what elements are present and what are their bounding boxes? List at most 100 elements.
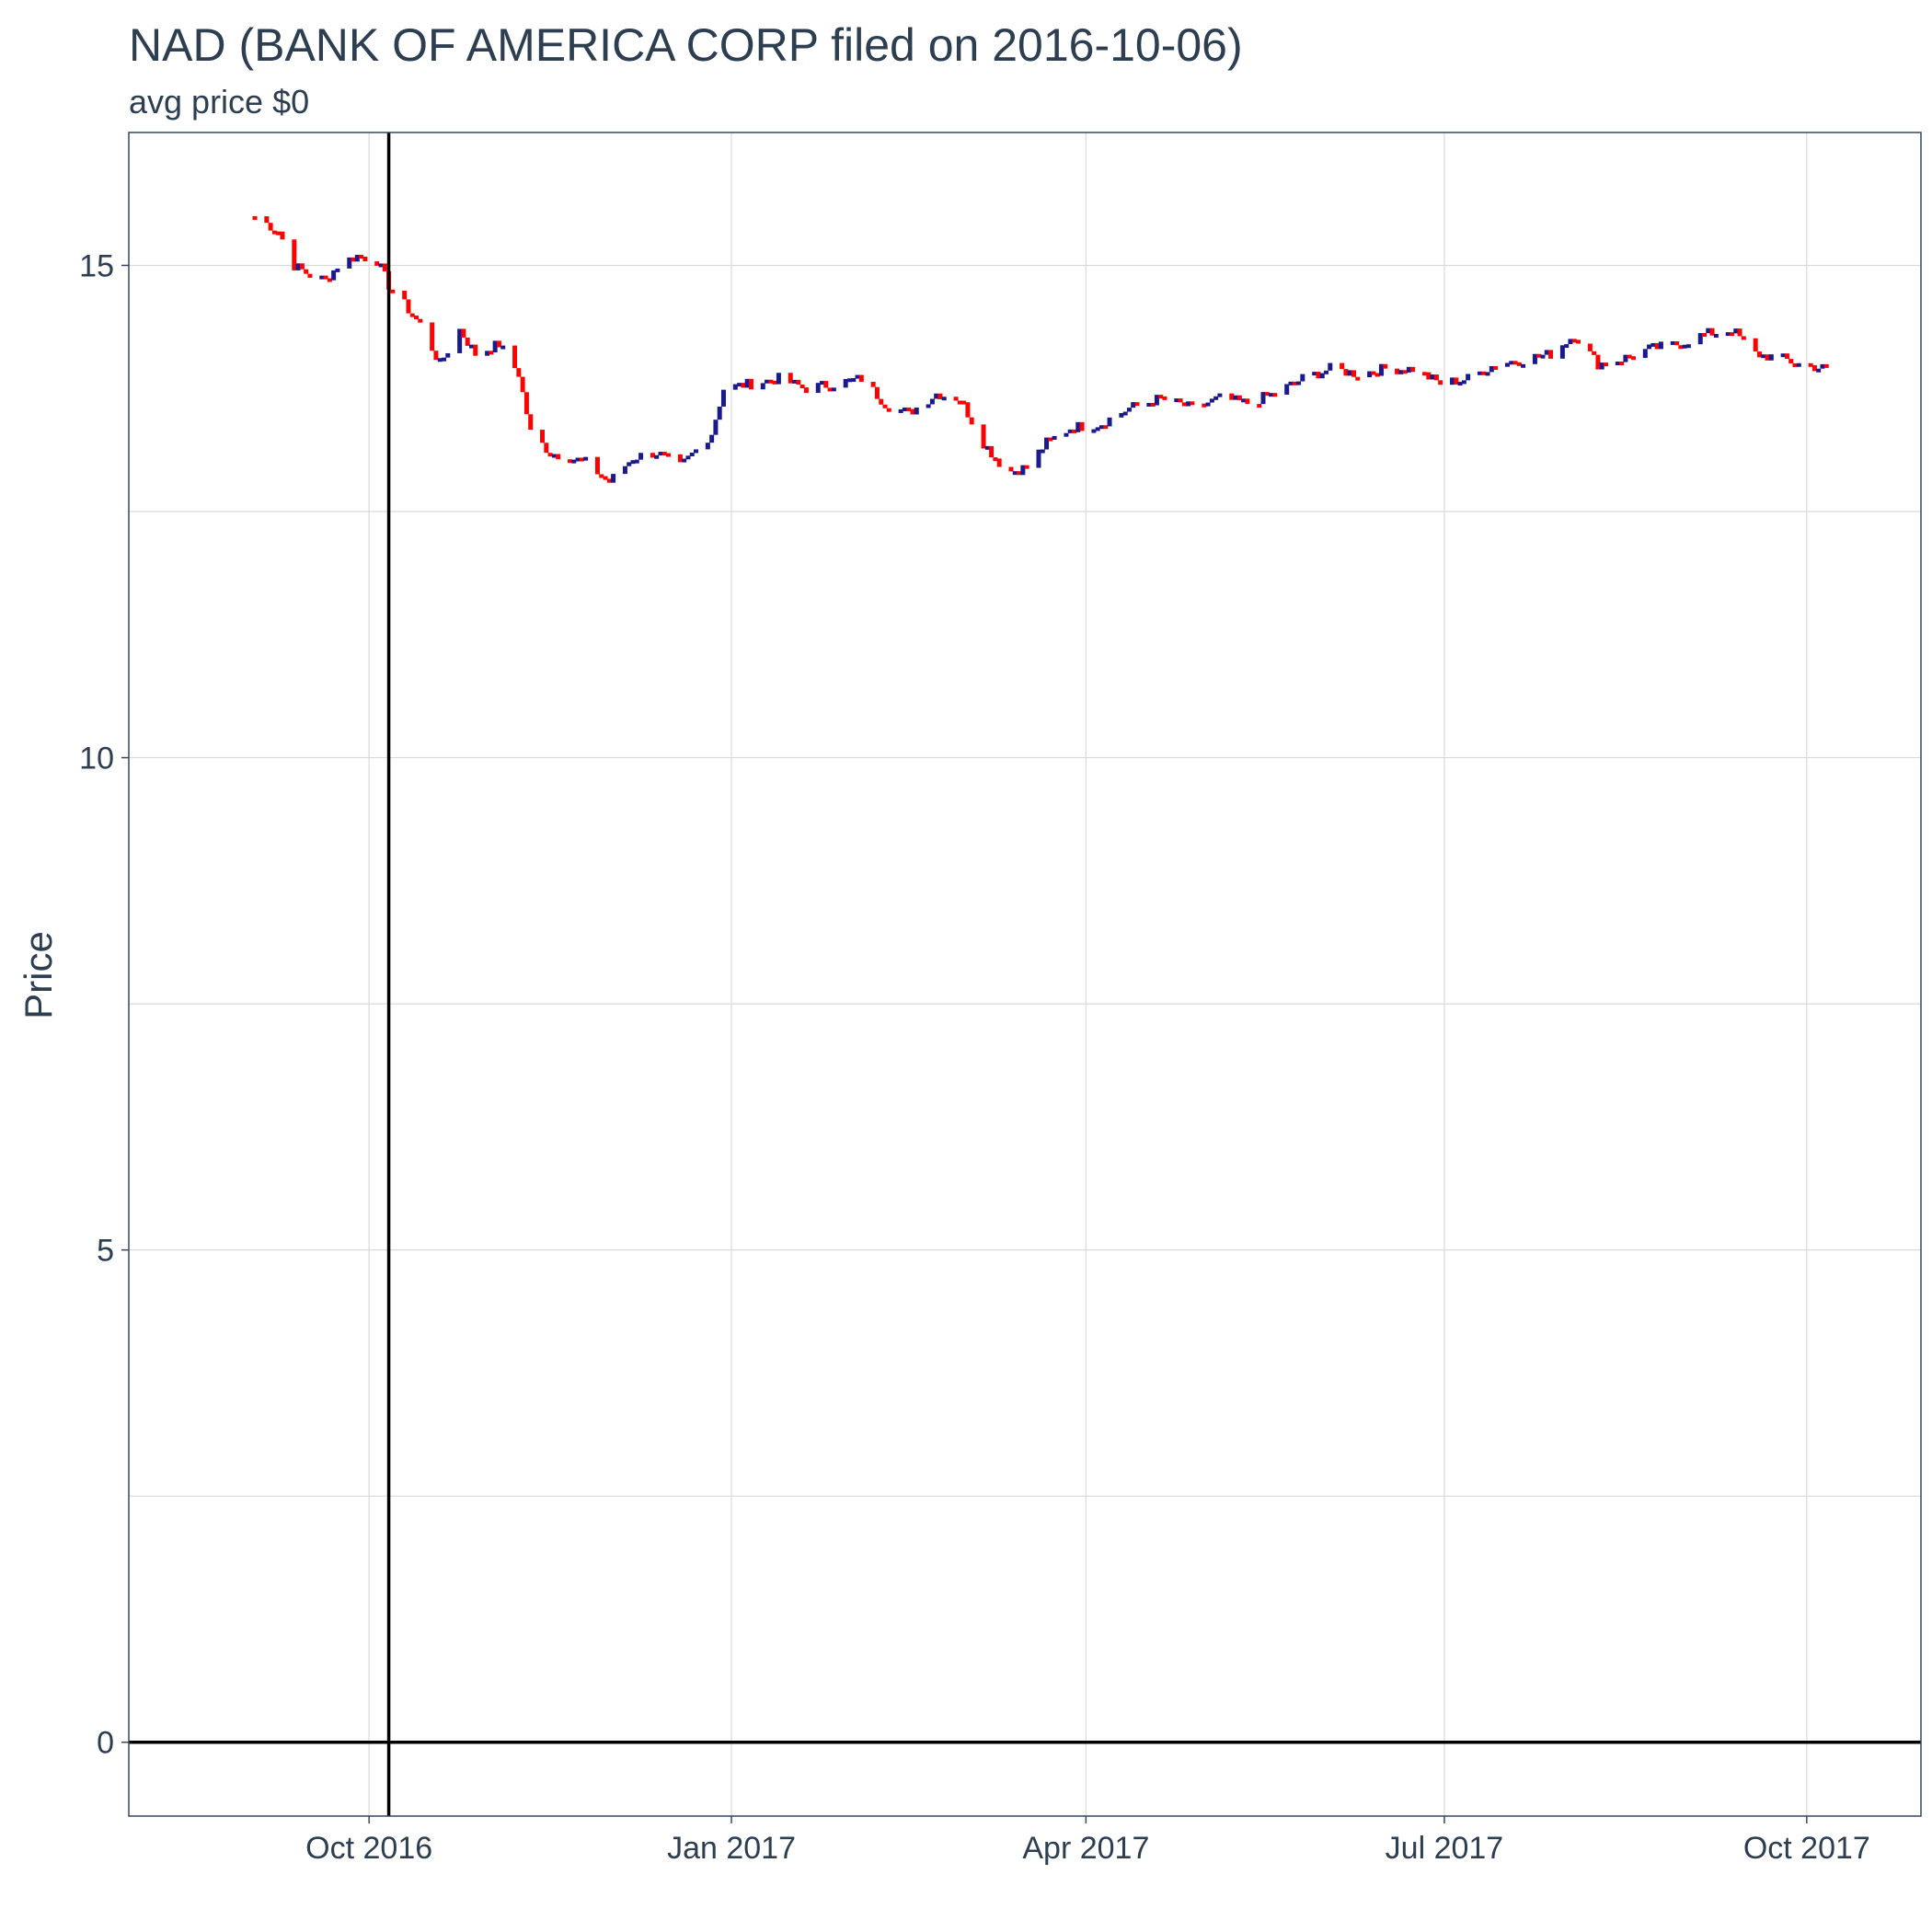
candle <box>694 449 699 454</box>
candle <box>406 299 411 314</box>
candle <box>627 462 632 466</box>
candle <box>1796 362 1801 367</box>
reference-lines <box>129 132 1921 1816</box>
candle <box>1615 362 1620 366</box>
candle <box>1457 382 1463 386</box>
candle <box>402 290 408 300</box>
chart-subtitle: avg price $0 <box>129 83 310 121</box>
candle <box>1367 371 1373 378</box>
candle <box>1233 395 1238 400</box>
candle <box>1328 362 1333 371</box>
candle <box>957 400 962 405</box>
candle <box>1395 368 1400 374</box>
candle <box>1260 392 1266 405</box>
candle <box>268 223 273 231</box>
candle <box>442 357 447 362</box>
candle <box>359 254 364 259</box>
candle <box>820 381 825 385</box>
candle <box>457 328 463 353</box>
candle <box>1788 359 1794 363</box>
candle <box>544 443 549 454</box>
candle <box>1202 403 1207 408</box>
candle <box>1430 374 1435 380</box>
candle <box>556 454 561 460</box>
candle <box>1481 371 1487 375</box>
candle <box>846 378 852 383</box>
candle <box>929 398 935 405</box>
candle <box>1296 381 1302 385</box>
candle <box>571 459 577 464</box>
candle <box>1217 393 1223 397</box>
candle <box>1765 354 1770 361</box>
candle <box>1158 395 1164 399</box>
candle <box>1126 408 1132 412</box>
candle <box>327 278 332 282</box>
candle <box>473 344 478 356</box>
candle <box>1075 421 1081 432</box>
candle <box>666 453 672 457</box>
candle <box>961 400 967 405</box>
candle <box>1284 384 1290 395</box>
candle <box>271 230 277 235</box>
candle <box>1410 366 1416 373</box>
candle <box>1154 395 1159 406</box>
candle <box>1371 371 1376 375</box>
candle <box>760 383 765 390</box>
x-tick-label: Apr 2017 <box>1022 1831 1149 1866</box>
candle <box>1178 398 1183 403</box>
candle <box>989 445 995 458</box>
chart-title: NAD (BANK OF AMERICA CORP filed on 2016-… <box>129 19 1243 71</box>
candle <box>772 380 777 385</box>
candle <box>1340 362 1345 370</box>
candle <box>630 460 636 465</box>
candle <box>461 328 466 338</box>
candle <box>689 453 695 457</box>
candle <box>1642 349 1648 359</box>
candle <box>682 458 687 463</box>
candle <box>299 263 305 270</box>
candle <box>611 474 616 483</box>
candle <box>1753 338 1758 352</box>
candle <box>1264 392 1270 397</box>
candle <box>1670 340 1675 345</box>
candle <box>831 387 836 392</box>
candle <box>1406 366 1411 373</box>
candle <box>594 456 600 475</box>
candle <box>1300 374 1305 382</box>
candle <box>1052 435 1057 440</box>
candle <box>1768 354 1774 361</box>
candle <box>1737 328 1742 337</box>
candle <box>1067 429 1073 433</box>
candle <box>882 404 888 408</box>
candle <box>744 378 750 388</box>
candle <box>520 376 525 393</box>
candle <box>1241 398 1247 403</box>
candle <box>496 340 501 348</box>
candle <box>1650 342 1656 347</box>
candle <box>1682 344 1687 349</box>
candle <box>1568 339 1573 345</box>
candle <box>732 384 738 390</box>
candle <box>1780 353 1786 358</box>
panel-border <box>128 132 1922 1817</box>
candle <box>1678 345 1684 350</box>
candle <box>1592 351 1597 355</box>
candle <box>981 424 986 449</box>
candle <box>638 453 644 460</box>
candle <box>965 402 971 418</box>
candle <box>390 289 396 293</box>
candle <box>1316 372 1321 379</box>
candle <box>1811 364 1817 372</box>
candle <box>1319 373 1325 379</box>
candle <box>445 352 451 358</box>
candle <box>1398 370 1404 374</box>
candle <box>1516 362 1522 366</box>
candle <box>1162 396 1167 400</box>
candle <box>1272 393 1278 397</box>
candle <box>941 397 947 401</box>
candle <box>606 478 612 483</box>
candle <box>1792 362 1798 367</box>
gridlines <box>129 132 1921 1816</box>
candle <box>1808 362 1813 367</box>
candle <box>1257 404 1262 408</box>
